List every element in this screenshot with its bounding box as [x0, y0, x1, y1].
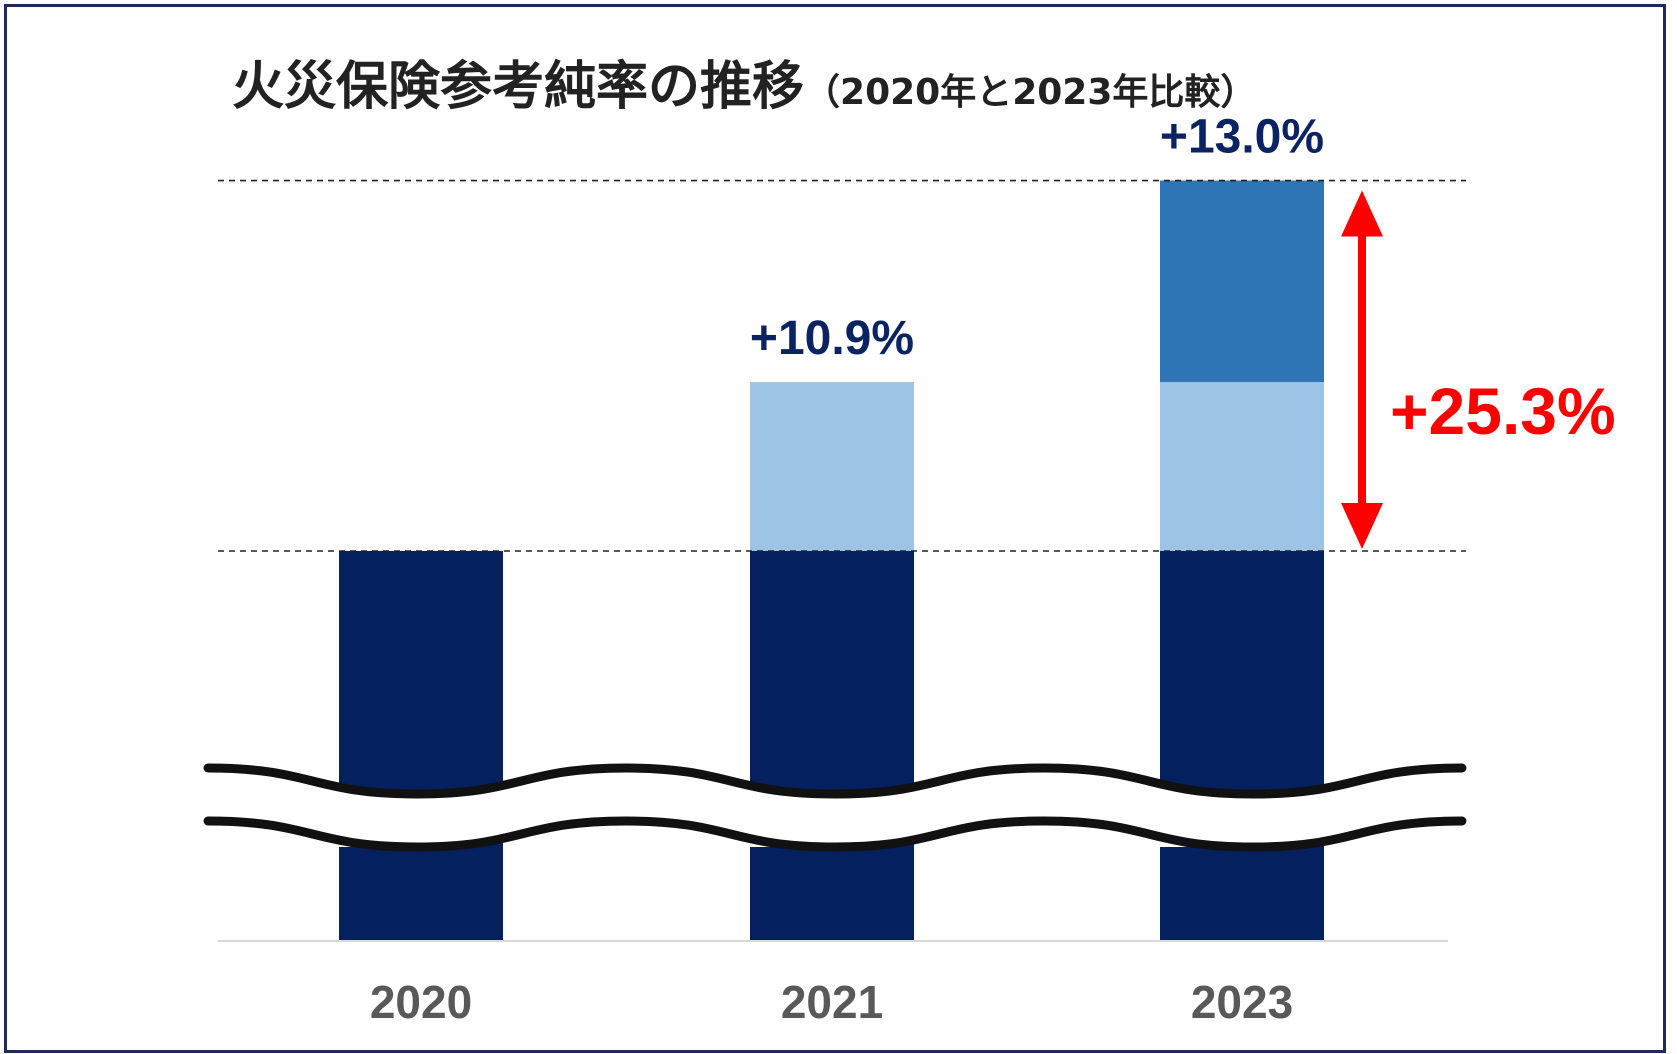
data-label-2023: +13.0% [1160, 111, 1324, 164]
axis-break-wave-lower [203, 816, 1467, 852]
axis-break-wave-upper [203, 763, 1467, 799]
total-arrow-head-down [1341, 503, 1383, 549]
x-tick-label: 2021 [781, 976, 883, 1028]
reference-lines [218, 179, 1466, 552]
data-labels: +10.9% +13.0% [750, 111, 1324, 365]
x-axis-tick-labels: 2020 2021 2023 [370, 976, 1293, 1028]
bar-base-2020 [339, 551, 503, 941]
title-subtitle: （2020年と2023年比較） [804, 72, 1257, 113]
data-label-2021: +10.9% [750, 312, 914, 365]
x-tick-label: 2023 [1191, 976, 1293, 1028]
axis-break-gap [207, 770, 1463, 844]
axis-break [203, 763, 1467, 852]
total-arrow-head-up [1341, 190, 1383, 237]
total-change-label: +25.3% [1390, 374, 1616, 448]
bar-increase-1-2021 [750, 382, 914, 551]
chart-title: 火災保険参考純率の推移（2020年と2023年比較） [232, 44, 1256, 119]
x-tick-label: 2020 [370, 976, 472, 1028]
bar-base-2021 [750, 551, 914, 941]
bar-increase-2-2023 [1160, 180, 1324, 383]
total-change-annotation: +25.3% [1341, 190, 1616, 549]
bar-base-2023 [1160, 551, 1324, 941]
bars-group [339, 180, 1324, 941]
title-main: 火災保険参考純率の推移 [232, 57, 805, 117]
bar-increase-1-2023 [1160, 382, 1324, 551]
